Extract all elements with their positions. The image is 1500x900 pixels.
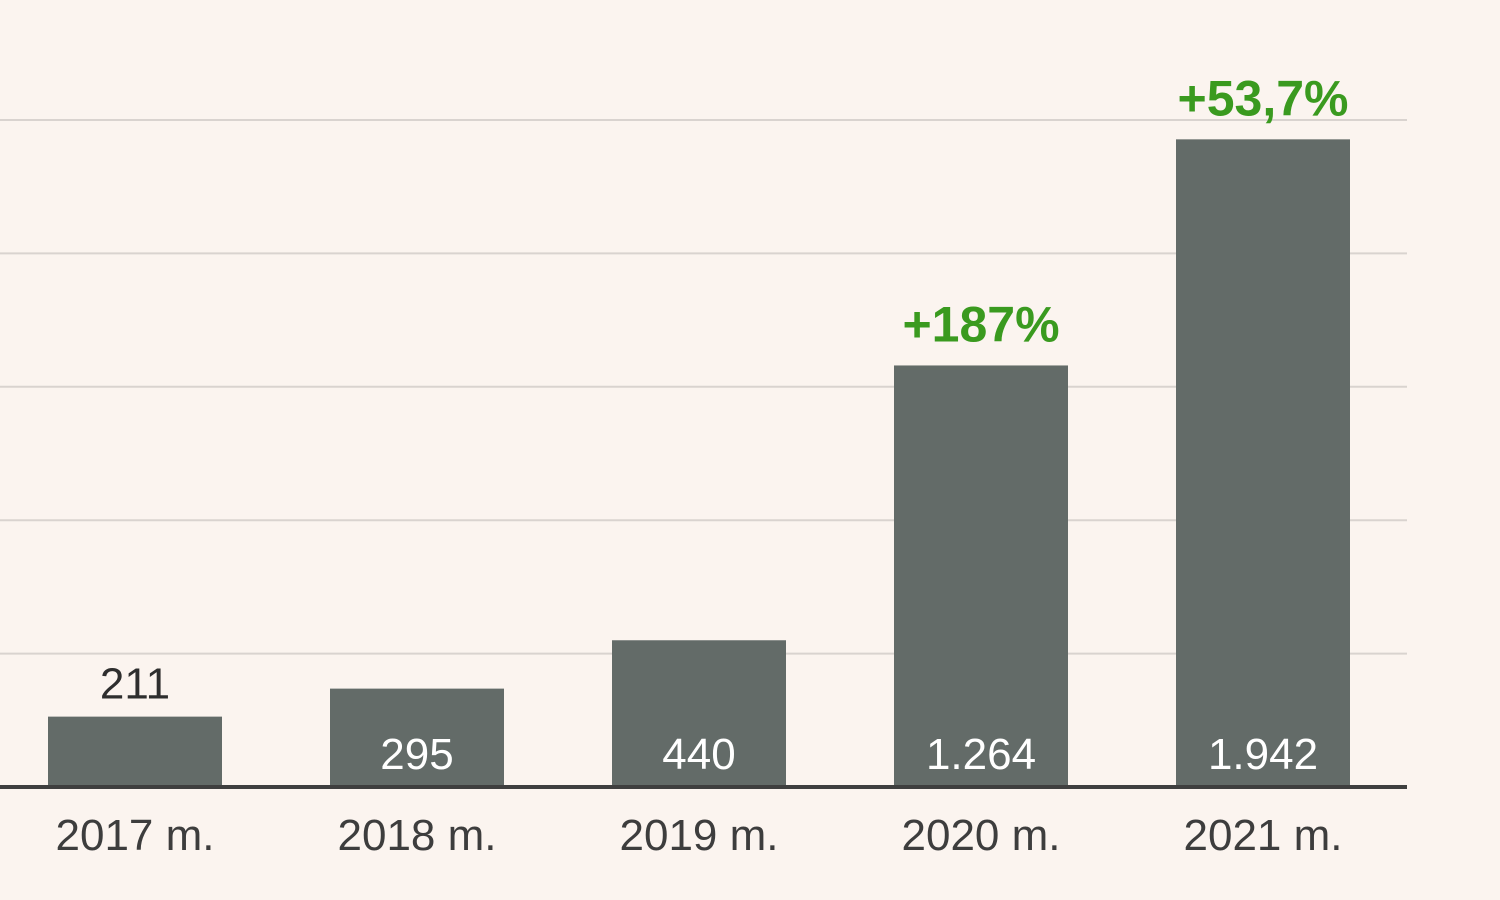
value-label-4: 1.264 bbox=[926, 730, 1036, 779]
bar-1 bbox=[48, 716, 222, 787]
gridlines bbox=[0, 119, 1407, 655]
value-label-3: 440 bbox=[662, 730, 735, 779]
tick-label-1: 2017 m. bbox=[56, 811, 215, 860]
value-labels: 211 295 440 1.264 1.942 bbox=[100, 660, 1318, 779]
tick-label-4: 2020 m. bbox=[902, 811, 1061, 860]
bar-2 bbox=[330, 688, 504, 787]
tick-label-3: 2019 m. bbox=[620, 811, 779, 860]
change-annotations: +187% +53,7% bbox=[902, 70, 1348, 352]
value-label-5: 1.942 bbox=[1208, 730, 1318, 779]
value-label-2: 295 bbox=[380, 730, 453, 779]
bar-4 bbox=[894, 365, 1068, 787]
x-axis-tick-labels: 2017 m. 2018 m. 2019 m. 2020 m. 2021 m. bbox=[56, 811, 1343, 860]
tick-label-2: 2018 m. bbox=[338, 811, 497, 860]
tick-label-5: 2021 m. bbox=[1184, 811, 1343, 860]
value-label-1: 211 bbox=[100, 660, 170, 709]
change-annotation-1: +187% bbox=[902, 296, 1059, 352]
change-annotation-2: +53,7% bbox=[1178, 70, 1349, 126]
bar-3 bbox=[612, 640, 786, 787]
bars bbox=[48, 139, 1350, 787]
bar-5 bbox=[1176, 139, 1350, 787]
